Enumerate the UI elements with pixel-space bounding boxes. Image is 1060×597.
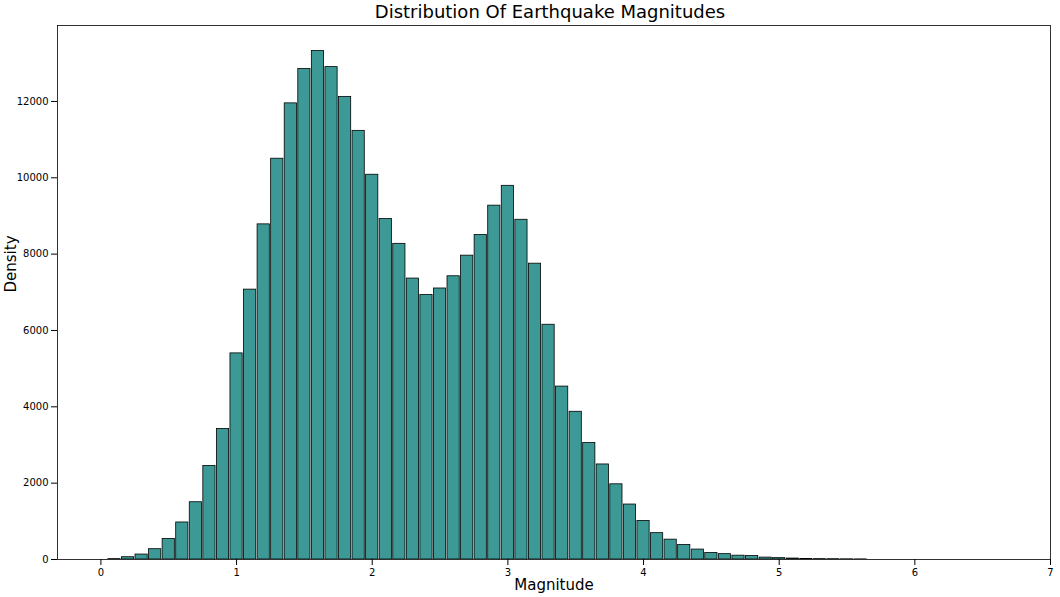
svg-text:10000: 10000 <box>17 172 49 183</box>
svg-text:0: 0 <box>98 567 104 578</box>
svg-text:8000: 8000 <box>23 248 48 259</box>
svg-text:1: 1 <box>233 567 239 578</box>
html-text:Distribution Of Earthquake Mag: Distribution Of Earthquake Magnitudes <box>374 1 726 22</box>
svg-text:2: 2 <box>369 567 375 578</box>
svg-text:6000: 6000 <box>23 325 48 336</box>
svg-text:4: 4 <box>640 567 646 578</box>
svg-text:4000: 4000 <box>23 401 48 412</box>
svg-text:Density: Density <box>2 235 20 292</box>
svg-text:0: 0 <box>42 554 48 565</box>
svg-text:7: 7 <box>1047 567 1053 578</box>
svg-text:2000: 2000 <box>23 477 48 488</box>
svg-text:Magnitude: Magnitude <box>514 576 593 594</box>
svg-text:5: 5 <box>776 567 782 578</box>
svg-text:12000: 12000 <box>17 96 49 107</box>
svg-text:3: 3 <box>505 567 511 578</box>
svg-text:6: 6 <box>912 567 918 578</box>
